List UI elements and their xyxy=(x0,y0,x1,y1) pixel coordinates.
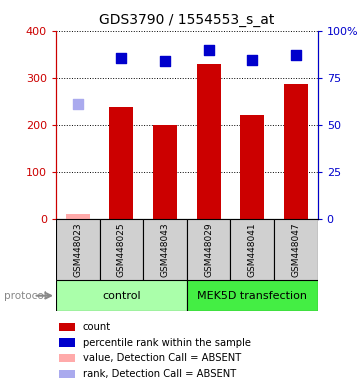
Point xyxy=(249,57,255,63)
Text: GSM448047: GSM448047 xyxy=(291,222,300,277)
Bar xyxy=(59,323,75,331)
Point xyxy=(206,46,212,53)
Text: value, Detection Call = ABSENT: value, Detection Call = ABSENT xyxy=(83,353,241,363)
Bar xyxy=(153,125,177,219)
Bar xyxy=(284,84,308,219)
Bar xyxy=(143,219,187,280)
Text: GSM448025: GSM448025 xyxy=(117,222,126,277)
Text: rank, Detection Call = ABSENT: rank, Detection Call = ABSENT xyxy=(83,369,236,379)
Bar xyxy=(56,280,187,311)
Title: GDS3790 / 1554553_s_at: GDS3790 / 1554553_s_at xyxy=(99,13,274,27)
Point xyxy=(293,52,299,58)
Bar xyxy=(59,370,75,379)
Bar xyxy=(274,219,318,280)
Bar xyxy=(240,115,264,219)
Text: GSM448041: GSM448041 xyxy=(248,222,257,277)
Bar xyxy=(59,354,75,362)
Text: GSM448023: GSM448023 xyxy=(73,222,82,277)
Text: count: count xyxy=(83,322,111,332)
Point xyxy=(162,58,168,64)
Text: MEK5D transfection: MEK5D transfection xyxy=(197,291,307,301)
Bar xyxy=(66,214,90,219)
Bar xyxy=(187,219,230,280)
Bar xyxy=(197,64,221,219)
Text: control: control xyxy=(102,291,141,301)
Text: protocol: protocol xyxy=(4,291,46,301)
Bar xyxy=(187,280,318,311)
Text: GSM448043: GSM448043 xyxy=(161,222,170,277)
Bar xyxy=(109,107,133,219)
Text: GSM448029: GSM448029 xyxy=(204,222,213,277)
Text: percentile rank within the sample: percentile rank within the sample xyxy=(83,338,251,348)
Bar xyxy=(230,219,274,280)
Bar xyxy=(56,219,100,280)
Bar xyxy=(59,338,75,347)
Bar xyxy=(100,219,143,280)
Point xyxy=(118,55,124,61)
Point xyxy=(75,101,81,107)
